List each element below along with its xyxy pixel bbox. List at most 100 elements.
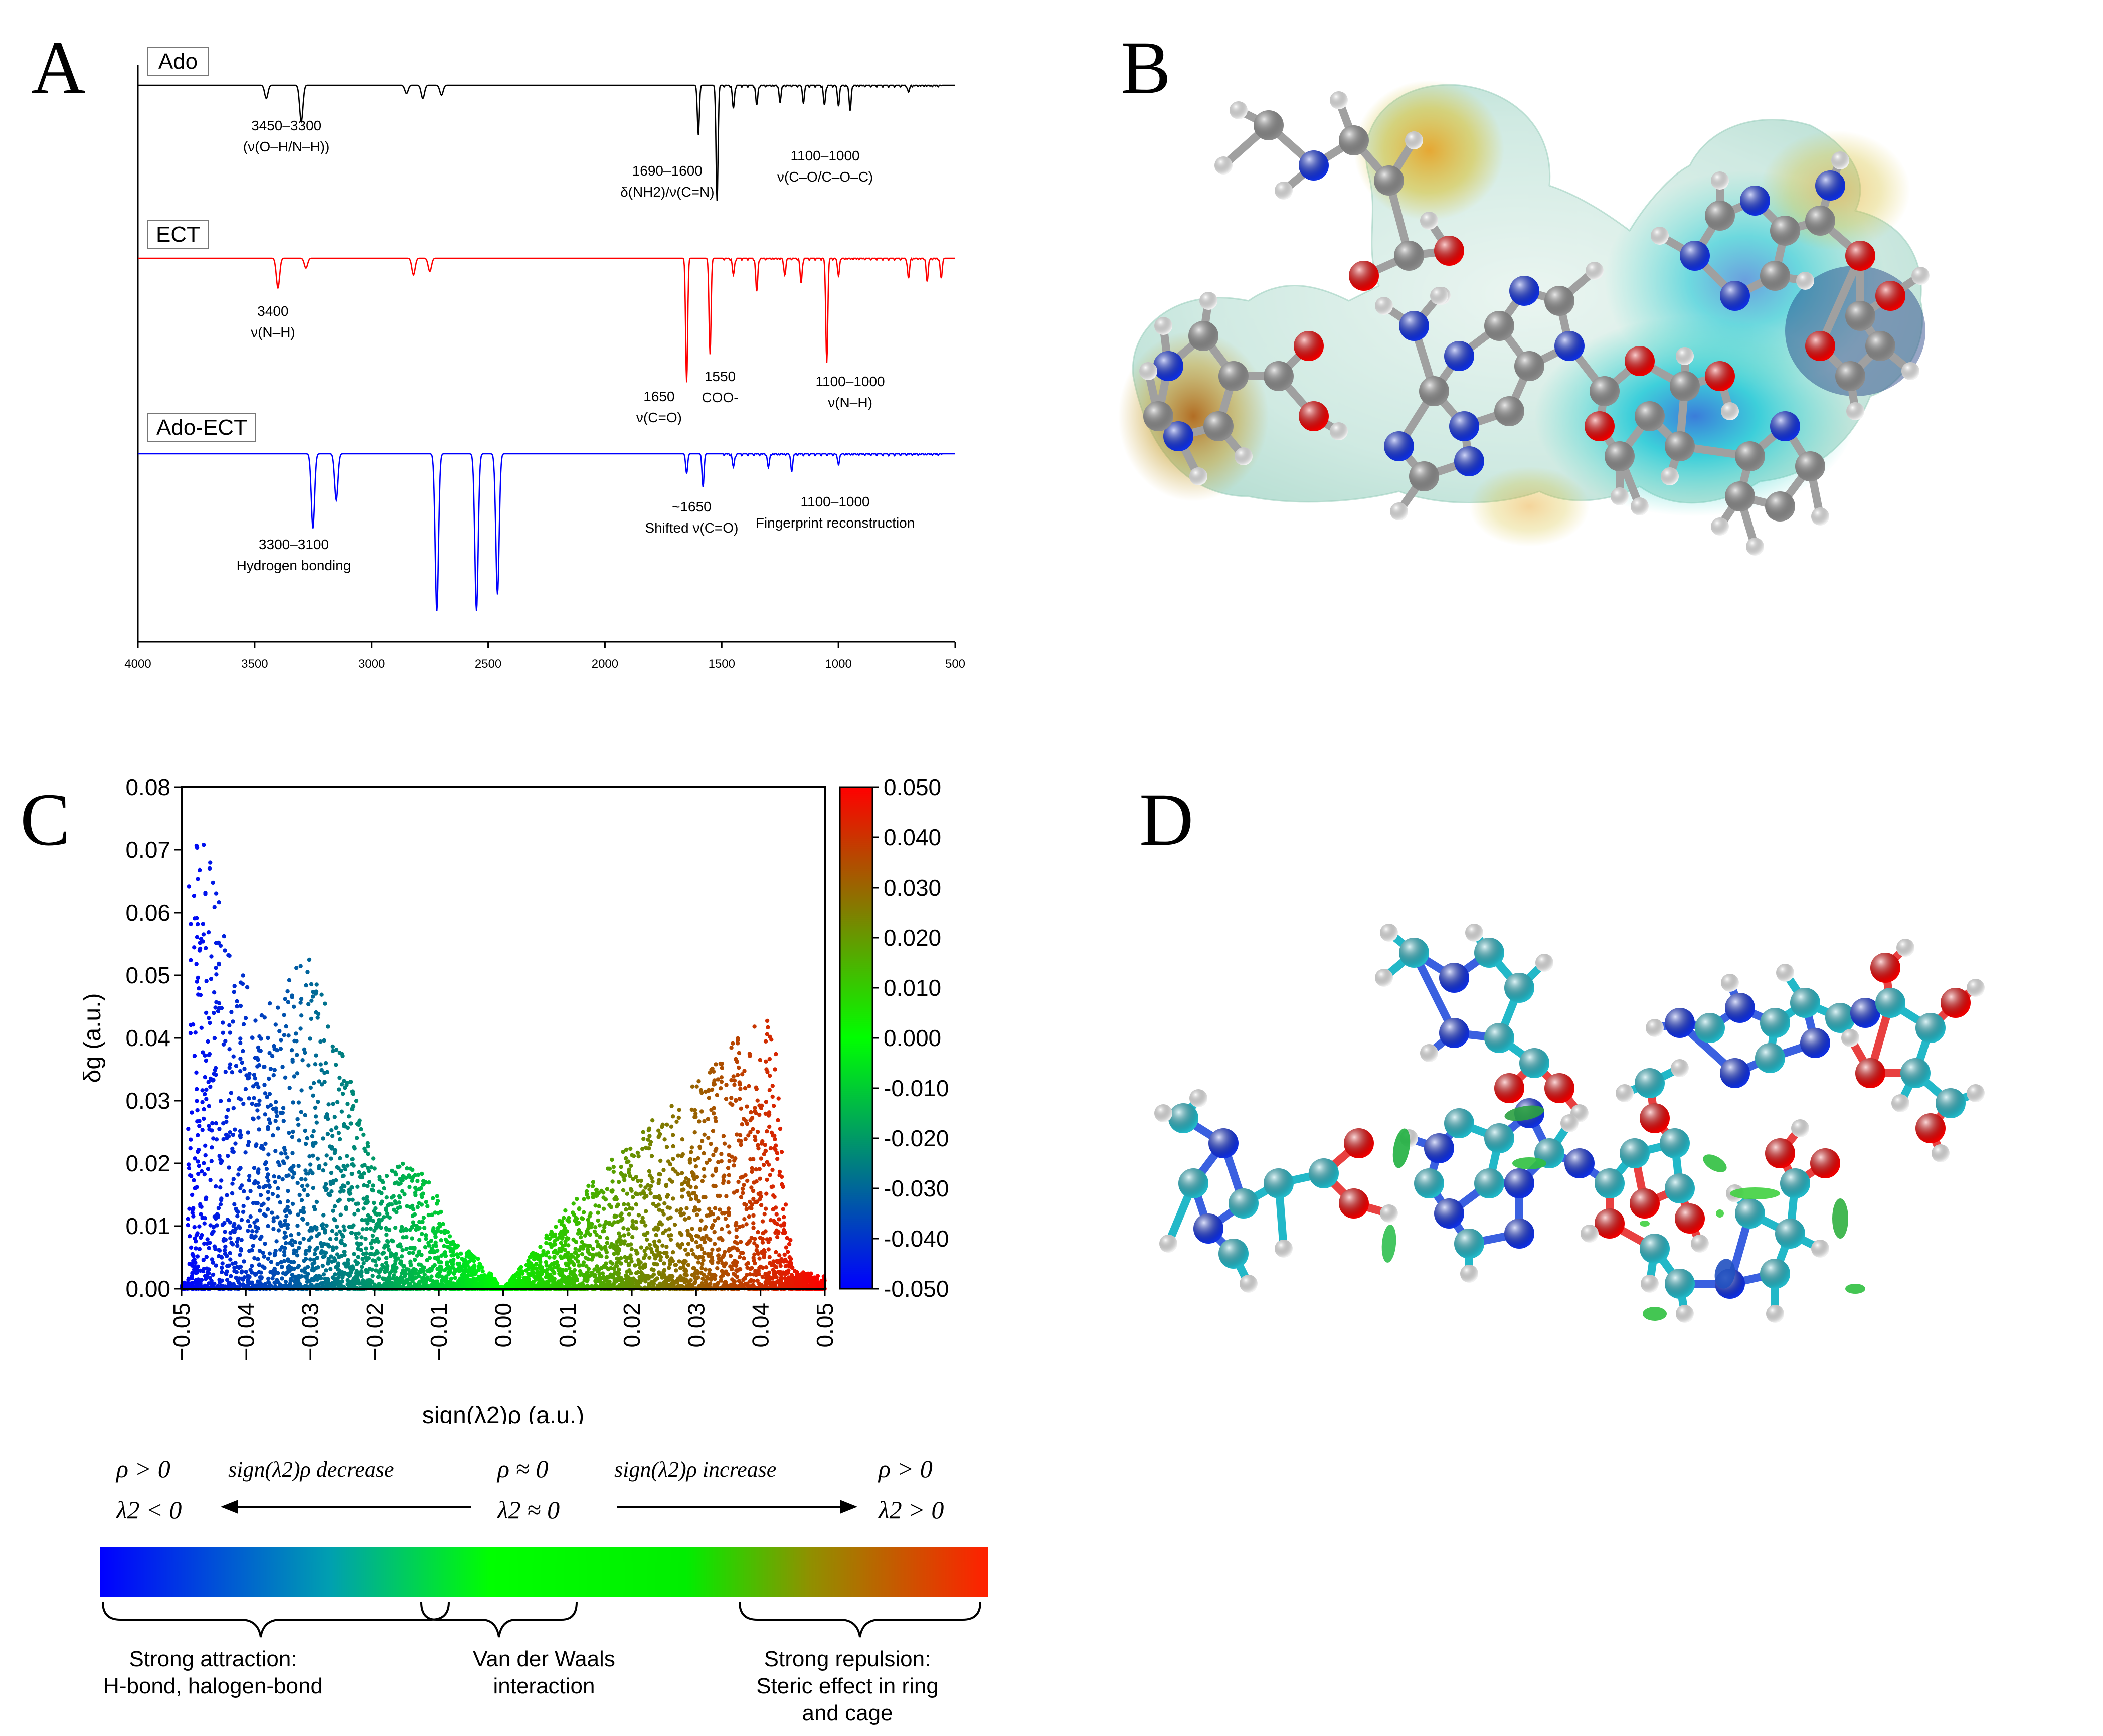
- rdg-point: [710, 1087, 715, 1092]
- ir-annotation-text: (ν(O–H/N–H)): [243, 139, 330, 154]
- rdg-point: [212, 905, 217, 909]
- rdg-point: [667, 1266, 671, 1270]
- rdg-point: [259, 1203, 264, 1207]
- rdg-point: [255, 1081, 259, 1086]
- rdg-point: [693, 1111, 698, 1116]
- rdg-point: [393, 1226, 398, 1230]
- rdg-point: [344, 1207, 348, 1211]
- rdg-point: [241, 1209, 246, 1214]
- rdg-point: [305, 1136, 309, 1141]
- rdg-point: [640, 1276, 645, 1280]
- molecule-atom-shade: [1631, 497, 1649, 515]
- rdg-point: [597, 1223, 602, 1228]
- rdg-point: [669, 1256, 674, 1261]
- rdg-point: [212, 990, 217, 995]
- rdg-point: [238, 1057, 243, 1061]
- rdg-point: [256, 1045, 261, 1050]
- rdg-point: [291, 1100, 295, 1105]
- rdg-point: [234, 1064, 239, 1068]
- rdg-point: [767, 1073, 772, 1078]
- rdg-point: [809, 1271, 813, 1276]
- rdg-point: [208, 1178, 213, 1182]
- rdg-point: [776, 1118, 780, 1123]
- rdg-point: [194, 1239, 198, 1244]
- rdg-point: [772, 1133, 777, 1138]
- rdg-point: [544, 1241, 549, 1245]
- rdg-point: [366, 1256, 371, 1261]
- molecule-atom-shade: [1390, 502, 1408, 520]
- rdg-point: [190, 1110, 194, 1115]
- rdg-point: [247, 1174, 252, 1178]
- rdg-point: [547, 1255, 552, 1260]
- rdg-point: [277, 1163, 282, 1167]
- rdg-point: [345, 1102, 350, 1106]
- ir-annotation-text: Hydrogen bonding: [237, 558, 352, 573]
- rdg-point: [421, 1269, 425, 1274]
- rdg-point: [204, 1058, 209, 1063]
- rdg-point: [195, 1087, 199, 1092]
- rdg-point: [227, 1263, 231, 1268]
- rdg-point: [774, 1212, 779, 1217]
- ir-annotation-text: 1550: [705, 369, 736, 384]
- rdg-point: [219, 1006, 224, 1010]
- rdg-point: [354, 1235, 359, 1240]
- rdg-point: [195, 1108, 200, 1113]
- molecule-atom-shade: [1670, 371, 1700, 401]
- rdg-point: [763, 1229, 768, 1234]
- rdg-point: [355, 1136, 359, 1140]
- rdg-point: [679, 1171, 684, 1175]
- rdg-point: [689, 1248, 694, 1253]
- rdg-point: [424, 1200, 428, 1204]
- rdg-point: [263, 1213, 268, 1218]
- rdg-point: [293, 1277, 298, 1281]
- rdg-point: [638, 1265, 643, 1270]
- rdg-point: [601, 1229, 605, 1234]
- rdg-point: [626, 1232, 631, 1237]
- rdg-point: [226, 1134, 231, 1139]
- molecule-atom-shade: [1430, 287, 1448, 305]
- rdg-point: [734, 1235, 739, 1239]
- rdg-point: [340, 1091, 345, 1096]
- rdg-point: [363, 1237, 368, 1241]
- rdg-point: [202, 1116, 206, 1121]
- ir-axes: 4000 3500 3000 2500 2000 1500 1000 500: [124, 65, 965, 671]
- molecule-atom-shade: [1349, 261, 1379, 291]
- ir-annotation-text: 1100–1000: [801, 494, 870, 509]
- rdg-point: [329, 1254, 333, 1259]
- rdg-point: [411, 1251, 415, 1255]
- rdg-point: [209, 1279, 214, 1283]
- rdg-point: [596, 1210, 600, 1215]
- rdg-point: [231, 1106, 236, 1111]
- rdg-point: [767, 1255, 772, 1259]
- rdg-point: [768, 1034, 772, 1039]
- rdg-point: [231, 1019, 235, 1024]
- rdg-point: [653, 1256, 658, 1261]
- rdg-point: [689, 1107, 694, 1112]
- rdg-point: [703, 1195, 708, 1199]
- rdg-point: [290, 1238, 294, 1243]
- rdg-point: [753, 1106, 757, 1110]
- rdg-point: [598, 1280, 603, 1284]
- rdg-point: [368, 1252, 372, 1256]
- rdg-point: [689, 1145, 694, 1150]
- rdg-point: [666, 1233, 671, 1238]
- rdg-point: [751, 1213, 756, 1218]
- molecule-atom-shade: [1509, 276, 1539, 306]
- rdg-point: [420, 1195, 424, 1199]
- rdg-point: [760, 1265, 765, 1270]
- rdg-point: [763, 1039, 768, 1044]
- ir-spectra-chart: 4000 3500 3000 2500 2000 1500 1000 500 Ado3450–…: [124, 47, 965, 671]
- rdg-point: [301, 1206, 306, 1210]
- molecule-atom-shade: [1189, 467, 1207, 485]
- rdg-point: [303, 1177, 308, 1182]
- rdg-point: [211, 1260, 215, 1265]
- rdg-point: [295, 1117, 300, 1122]
- rdg-point: [328, 1237, 333, 1241]
- rdg-point: [634, 1202, 639, 1207]
- rdg-point: [336, 1131, 341, 1135]
- rdg-point: [372, 1200, 376, 1205]
- rdg-point: [567, 1216, 571, 1221]
- rdg-point: [365, 1221, 370, 1226]
- rdg-point: [664, 1245, 669, 1249]
- rdg-point: [629, 1247, 634, 1251]
